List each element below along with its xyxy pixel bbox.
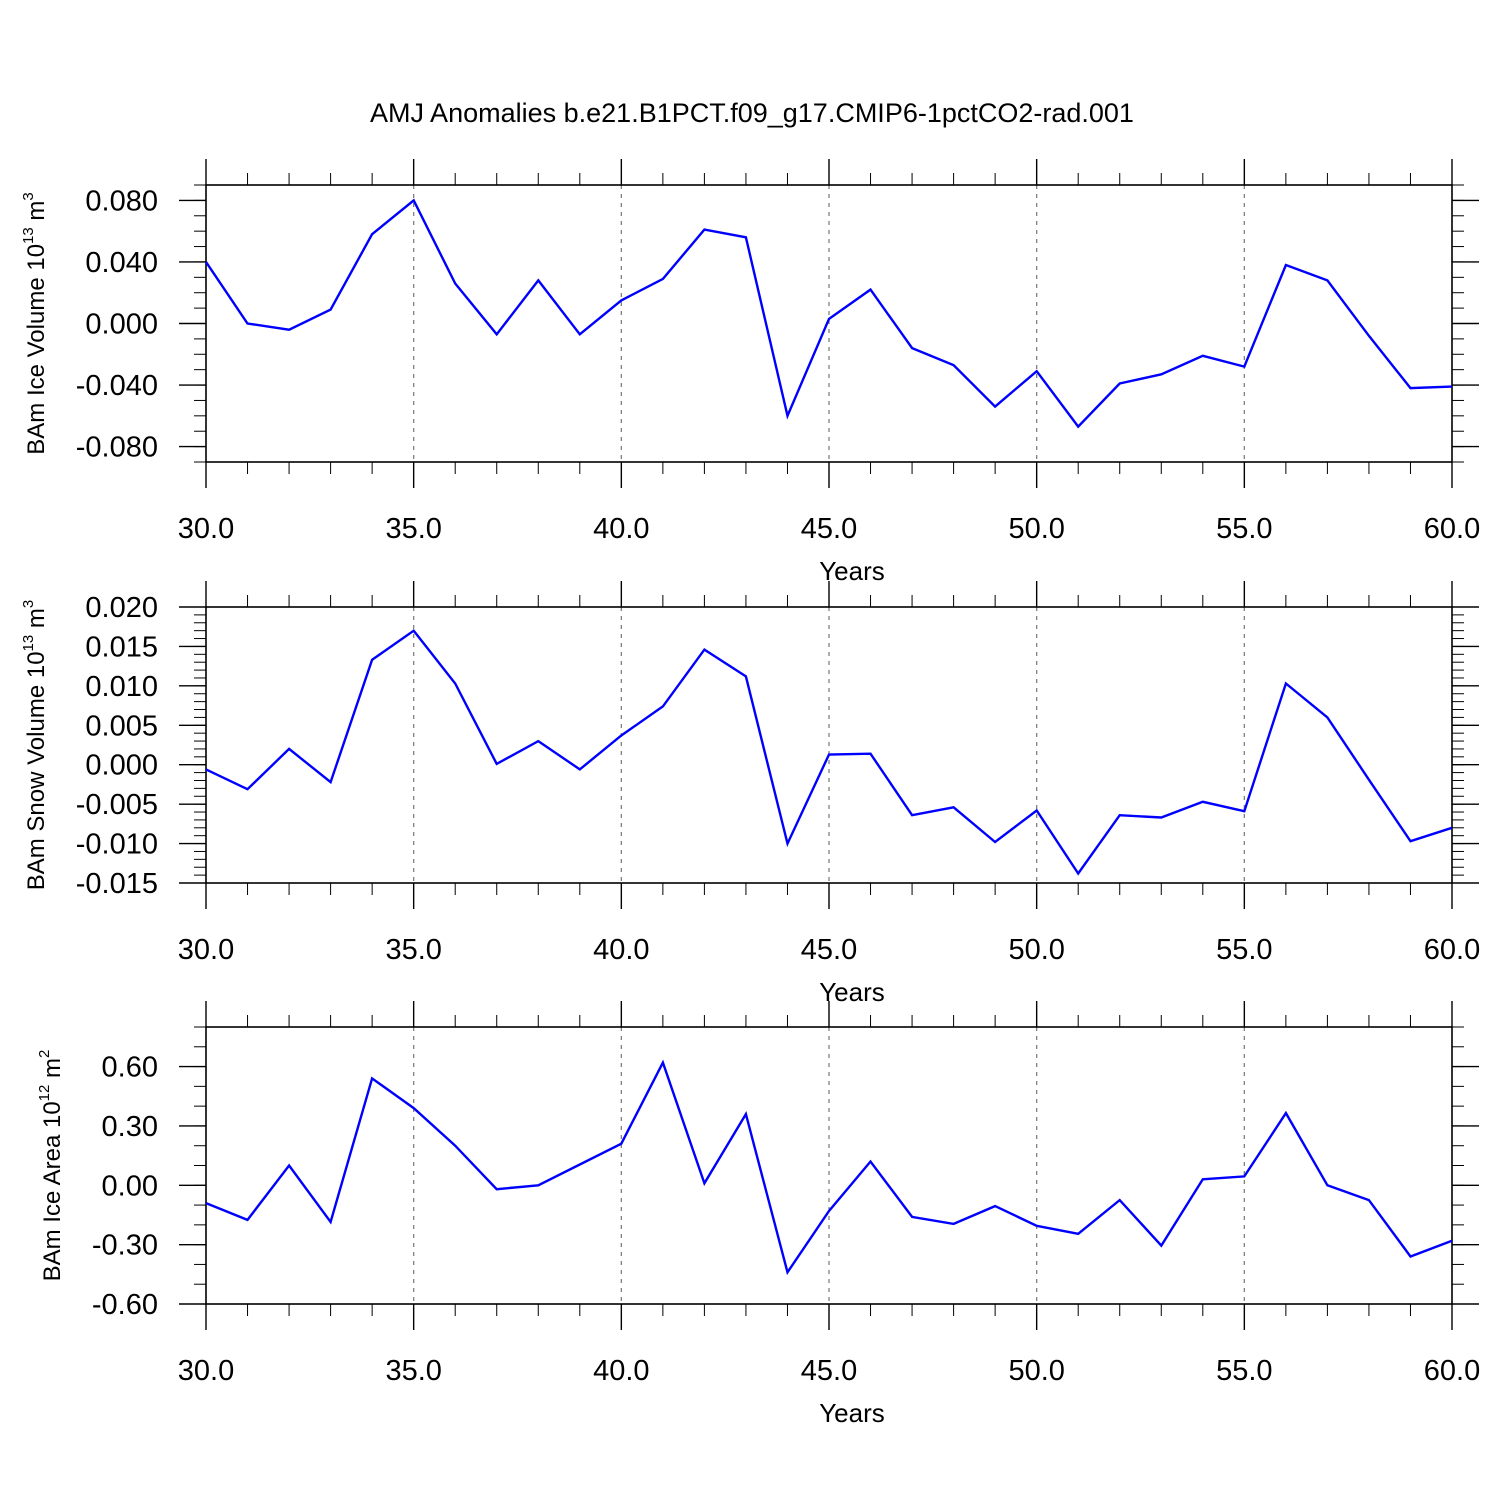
y-axis-label-part: 3: [20, 600, 37, 608]
series-line: [205, 1059, 1453, 1276]
y-tick-label: -0.040: [76, 370, 158, 402]
y-tick-label: 0.040: [85, 247, 158, 279]
y-tick-label: 0.30: [102, 1111, 158, 1143]
x-tick-label: 30.0: [178, 1355, 234, 1387]
y-tick-label: 0.020: [85, 592, 158, 624]
x-tick-label: 40.0: [593, 934, 649, 966]
y-tick-label: 0.60: [102, 1052, 158, 1084]
series-line: [205, 629, 1453, 876]
y-tick-label: -0.60: [92, 1289, 158, 1321]
y-tick-label: 0.080: [85, 185, 158, 217]
y-axis-label: BAm Ice Volume 1013 m3: [20, 192, 50, 454]
y-axis-label-part: BAm Ice Volume 10: [23, 244, 50, 455]
y-tick-label: -0.015: [76, 868, 158, 900]
x-tick-label: 30.0: [178, 513, 234, 545]
x-tick-label: 60.0: [1424, 513, 1480, 545]
series-line: [205, 198, 1453, 429]
x-tick-label: 50.0: [1008, 934, 1064, 966]
y-tick-label: 0.000: [85, 750, 158, 782]
x-tick-label: 35.0: [385, 513, 441, 545]
chart-panel-2: 0.020 0.015 0.010 0.005 0.000 -0.005 -0.010 -0.…: [20, 581, 1480, 1007]
y-tick-label: -0.005: [76, 789, 158, 821]
x-axis-label: Years: [819, 977, 885, 1007]
x-tick-label: 45.0: [801, 934, 857, 966]
y-tick-label: -0.010: [76, 829, 158, 861]
chart-panel-1: 0.080 0.040 0.000 -0.040 -0.080 30.0 35.0 40.0 4…: [20, 159, 1480, 586]
y-axis-label-part: m: [23, 201, 50, 228]
y-axis-label-part: 3: [20, 192, 37, 200]
panels-container: 0.080 0.040 0.000 -0.040 -0.080 30.0 35.0 40.0 4…: [20, 159, 1480, 1428]
y-tick-label: -0.080: [76, 432, 158, 464]
chart-panel-3: 0.60 0.30 0.00 -0.30 -0.60 30.0 35.0 40.0 45.0 50…: [36, 1001, 1480, 1428]
y-tick-label: 0.010: [85, 671, 158, 703]
y-tick-label: 0.00: [102, 1170, 158, 1202]
x-tick-label: 60.0: [1424, 1355, 1480, 1387]
x-tick-label: 40.0: [593, 1355, 649, 1387]
x-axis-label: Years: [819, 556, 885, 586]
x-tick-label: 60.0: [1424, 934, 1480, 966]
y-tick-label: 0.005: [85, 710, 158, 742]
x-tick-label: 35.0: [385, 934, 441, 966]
x-tick-label: 45.0: [801, 1355, 857, 1387]
y-axis-label-part: 13: [20, 635, 37, 652]
y-axis-label-part: BAm Snow Volume 10: [23, 651, 50, 890]
y-axis-label-part: 13: [20, 227, 37, 244]
x-tick-label: 30.0: [178, 934, 234, 966]
y-tick-label: -0.30: [92, 1230, 158, 1262]
y-axis-label: BAm Ice Area 1012 m2: [36, 1050, 66, 1282]
x-tick-label: 35.0: [385, 1355, 441, 1387]
y-axis-label: BAm Snow Volume 1013 m3: [20, 600, 50, 891]
y-tick-label: 0.000: [85, 309, 158, 341]
y-axis-label-part: 2: [36, 1050, 53, 1058]
y-axis-label-part: m: [39, 1058, 66, 1085]
y-axis-label-part: BAm Ice Area 10: [39, 1101, 66, 1281]
figure-title: AMJ Anomalies b.e21.B1PCT.f09_g17.CMIP6-…: [370, 98, 1134, 128]
y-tick-label: 0.015: [85, 631, 158, 663]
x-tick-label: 45.0: [801, 513, 857, 545]
y-axis-label-part: 12: [36, 1085, 53, 1102]
x-axis-label: Years: [819, 1398, 885, 1428]
x-tick-label: 55.0: [1216, 1355, 1272, 1387]
x-tick-label: 40.0: [593, 513, 649, 545]
x-tick-label: 50.0: [1008, 513, 1064, 545]
x-tick-label: 55.0: [1216, 934, 1272, 966]
x-tick-label: 55.0: [1216, 513, 1272, 545]
x-tick-label: 50.0: [1008, 1355, 1064, 1387]
y-axis-label-part: m: [23, 608, 50, 635]
